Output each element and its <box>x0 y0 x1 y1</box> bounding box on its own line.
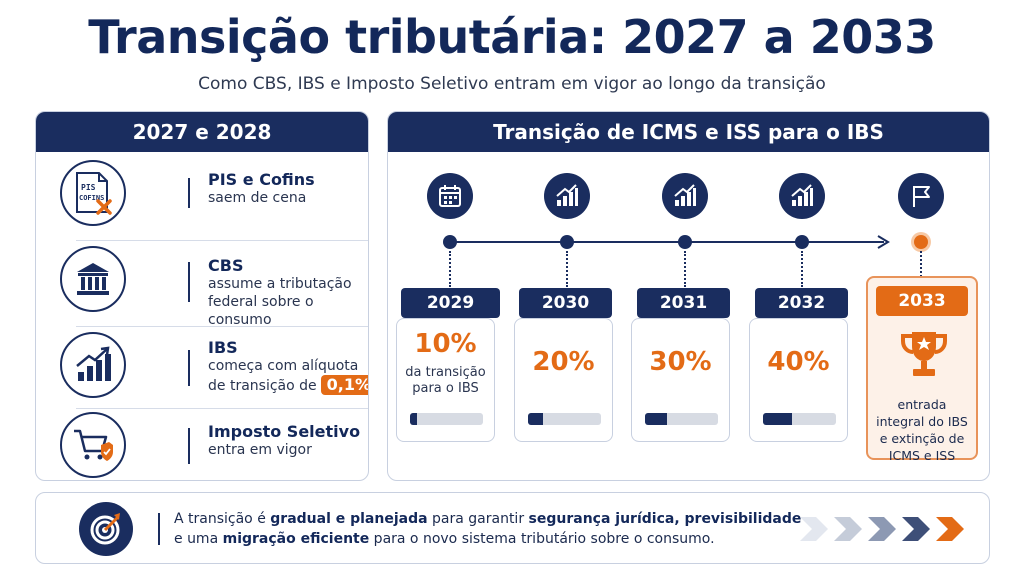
government-building-icon <box>60 246 126 312</box>
final-year-card: 2033 entrada integral do IBS e extinção … <box>866 276 978 463</box>
item-title: CBS <box>208 256 244 275</box>
progress-bar <box>645 413 718 425</box>
timeline-dot <box>678 235 692 249</box>
year-label-final: 2033 <box>876 286 968 316</box>
cofins-icon-text: COFINS <box>79 194 104 202</box>
item-title: Imposto Seletivo <box>208 422 361 441</box>
bottom-banner: A transição é gradual e planejada para g… <box>35 492 990 564</box>
item-pis-cofins: PIS COFINS PIS e Cofins saem de cena <box>36 152 368 236</box>
progress-fill <box>763 413 793 425</box>
divider <box>76 326 368 327</box>
item-title: IBS <box>208 338 238 357</box>
year-label: 2032 <box>755 288 848 318</box>
year-label: 2030 <box>519 288 612 318</box>
timeline-line <box>450 235 890 249</box>
flag-icon <box>898 173 944 219</box>
item-desc: assume a tributação federal sobre o cons… <box>208 276 352 328</box>
item-title: PIS e Cofins <box>208 170 315 189</box>
page-subtitle: Como CBS, IBS e Imposto Seletivo entram … <box>198 74 826 94</box>
left-panel-heading: 2027 e 2028 <box>36 112 368 152</box>
year-card-2032: 40% <box>749 318 848 442</box>
growth-chart-icon <box>544 173 590 219</box>
percent-value: 40% <box>767 347 830 377</box>
growth-chart-icon <box>60 332 126 398</box>
ibs-rate-badge: 0,1% <box>320 375 368 395</box>
year-card-2031: 30% <box>631 318 730 442</box>
percent-value: 20% <box>532 347 595 377</box>
progress-bar <box>763 413 836 425</box>
year-label: 2029 <box>401 288 500 318</box>
banner-text: A transição é gradual e planejada para g… <box>174 511 802 547</box>
shopping-cart-icon <box>60 412 126 478</box>
progress-bar <box>410 413 483 425</box>
year-label: 2031 <box>637 288 730 318</box>
final-note: entrada integral do IBS e extinção de IC… <box>876 397 968 463</box>
item-ibs: IBS começa com alíquota de transição de 0… <box>36 326 368 410</box>
left-panel: 2027 e 2028 PIS COFINS PIS e Cofins saem… <box>35 111 369 481</box>
item-desc: saem de cena <box>208 190 307 206</box>
item-cbs: CBS assume a tributação federal sobre o … <box>36 242 368 328</box>
item-desc: entra em vigor <box>208 442 312 458</box>
year-card-2029: 10% da transição para o IBS <box>396 318 495 442</box>
progress-fill <box>528 413 543 425</box>
right-panel-heading: Transição de ICMS e ISS para o IBS <box>388 112 989 152</box>
progress-fill <box>645 413 667 425</box>
trophy-icon <box>896 326 952 386</box>
pis-icon-text: PIS <box>81 183 96 192</box>
divider <box>76 408 368 409</box>
timeline-dot-final <box>914 235 928 249</box>
percent-value: 10% <box>414 329 477 359</box>
percent-value: 30% <box>649 347 712 377</box>
timeline-dot <box>443 235 457 249</box>
target-icon <box>79 502 133 556</box>
timeline-dot <box>560 235 574 249</box>
progress-fill <box>410 413 418 425</box>
year-note: da transição para o IBS <box>405 365 486 396</box>
timeline-dot <box>795 235 809 249</box>
pis-cofins-doc-icon: PIS COFINS <box>60 160 126 226</box>
growth-chart-icon <box>662 173 708 219</box>
page-title: Transição tributária: 2027 a 2033 <box>88 10 936 64</box>
item-desc: começa com alíquota de transição de <box>208 358 359 394</box>
right-panel: Transição de ICMS e ISS para o IBS <box>387 111 990 481</box>
growth-chart-icon <box>779 173 825 219</box>
item-imposto-seletivo: Imposto Seletivo entra em vigor <box>36 408 368 480</box>
divider <box>76 240 368 241</box>
chevron-arrows-icon <box>800 517 964 541</box>
calendar-icon <box>427 173 473 219</box>
progress-bar <box>528 413 601 425</box>
year-card-2030: 20% <box>514 318 613 442</box>
